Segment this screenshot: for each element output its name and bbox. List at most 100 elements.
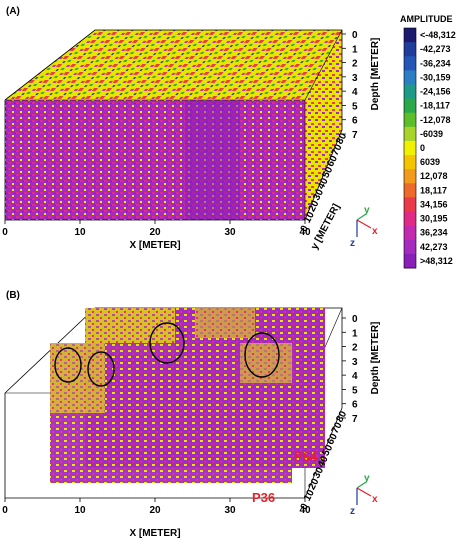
triad-y: y	[364, 205, 370, 216]
colorbar-label: 42,273	[420, 242, 448, 252]
profile-label-p64: P64	[294, 449, 318, 464]
depth-tick-label: 2	[352, 343, 358, 354]
colorbar-label: -30,159	[420, 72, 451, 82]
depth-tick-label: 4	[352, 87, 358, 98]
anomaly-circle	[244, 332, 280, 378]
triad-y: y	[364, 473, 370, 484]
x-tick-label: 20	[149, 227, 161, 238]
block-edge	[304, 29, 343, 101]
colorbar-label: 18,117	[420, 185, 447, 195]
x-tick-label: 0	[2, 227, 8, 238]
colorbar: <-48,312 -42,273 -36,234 -30,159 -24,156 -18,…	[403, 27, 456, 269]
colorbar-label: -24,156	[420, 87, 451, 97]
depth-tick-label: 7	[352, 130, 358, 141]
x-tick-label: 30	[224, 505, 236, 516]
panel-a-figure: (A) 0 10 20 30 40 X [METER] 0102030405060708…	[2, 6, 456, 269]
x-tick-label: 10	[74, 505, 86, 516]
slice-yellow-zone	[195, 308, 255, 338]
colorbar-swatch	[404, 98, 416, 114]
x-axis-ticks: 0 10 20 30 40	[2, 220, 311, 238]
block-top-face	[5, 30, 342, 100]
colorbar-swatch	[404, 112, 416, 128]
colorbar-label: 6039	[420, 157, 440, 167]
triad-z: z	[350, 506, 355, 517]
colorbar-swatch	[404, 28, 416, 43]
panel-b-figure: (B) P64 P36 0 10 20 30 40 X [METER] 01020304…	[2, 290, 381, 539]
colorbar-label: -12,078	[420, 115, 451, 125]
y-tick-label: 0	[299, 501, 312, 511]
colorbar-swatch	[404, 56, 416, 71]
y-tick-label: 50	[320, 165, 335, 180]
depth-axis-ticks: 0 1 2 3 4 5 6 7	[342, 30, 358, 141]
x-tick-label: 10	[74, 227, 86, 238]
depth-axis-label: Depth [METER]	[370, 322, 381, 395]
profile-slice-p36	[50, 343, 292, 483]
panel-a-label: (A)	[6, 6, 20, 17]
orientation-triad: y x z	[350, 205, 378, 249]
colorbar-label: 34,156	[420, 199, 448, 209]
triad-x: x	[372, 226, 378, 237]
colorbar-swatch	[404, 211, 416, 227]
depth-tick-label: 1	[352, 328, 358, 339]
colorbar-swatch	[404, 239, 416, 255]
y-tick-label: 60	[325, 431, 340, 446]
y-tick-label: 20	[307, 476, 322, 491]
panel-b-label: (B)	[6, 290, 20, 301]
colorbar-title: AMPLITUDE	[400, 14, 453, 24]
depth-tick-label: 0	[352, 30, 358, 41]
y-tick-label: 20	[307, 198, 322, 213]
colorbar-label: -42,273	[420, 44, 451, 54]
y-tick-label: 10	[302, 488, 317, 503]
depth-tick-label: 7	[352, 414, 358, 425]
depth-axis-label: Depth [METER]	[370, 38, 381, 111]
y-tick-label: 50	[320, 443, 335, 458]
y-tick-label: 80	[334, 131, 349, 146]
colorbar-swatch	[404, 155, 416, 170]
colorbar-label: 36,234	[420, 228, 448, 238]
anomaly-circle	[54, 347, 82, 383]
y-tick-label: 60	[325, 153, 340, 168]
y-tick-label: 70	[330, 142, 345, 157]
colorbar-swatch	[404, 183, 416, 198]
depth-axis-ticks: 0 1 2 3 4 5 6 7	[342, 314, 358, 425]
x-tick-label: 40	[299, 505, 311, 516]
depth-tick-label: 5	[352, 101, 358, 112]
y-tick-label: 10	[302, 210, 317, 225]
colorbar-label: -36,234	[420, 58, 451, 68]
colorbar-swatch	[404, 197, 416, 213]
triad-z: z	[350, 238, 355, 249]
anomaly-circle	[87, 351, 115, 387]
x-tick-label: 0	[2, 505, 8, 516]
colorbar-swatch	[404, 70, 416, 85]
triad-y-line	[356, 481, 367, 489]
triad-x-line	[356, 219, 372, 229]
colorbar-swatch	[404, 126, 416, 142]
depth-tick-label: 6	[352, 400, 358, 411]
block-front-face	[5, 100, 305, 220]
depth-tick-label: 1	[352, 44, 358, 55]
x-axis-label: X [METER]	[129, 240, 180, 251]
front-face-anomaly	[185, 100, 240, 220]
depth-tick-label: 4	[352, 371, 358, 382]
colorbar-label: -6039	[420, 129, 443, 139]
y-tick-label: 40	[316, 176, 331, 191]
x-axis-label: X [METER]	[129, 528, 180, 539]
y-tick-label: 70	[330, 420, 345, 435]
colorbar-label: 12,078	[420, 171, 448, 181]
colorbar-label: 0	[420, 143, 425, 153]
depth-tick-label: 3	[352, 357, 358, 368]
colorbar-label: <-48,312	[420, 30, 456, 40]
depth-tick-label: 2	[352, 59, 358, 70]
colorbar-frame	[403, 27, 417, 269]
colorbar-label: >48,312	[420, 256, 453, 266]
triad-x: x	[372, 494, 378, 505]
colorbar-label: 30,195	[420, 214, 448, 224]
x-axis-ticks: 0 10 20 30 40	[2, 498, 311, 516]
y-tick-label: 30	[311, 465, 326, 480]
depth-tick-label: 6	[352, 116, 358, 127]
colorbar-swatch	[404, 84, 416, 100]
orientation-triad: y x z	[350, 473, 378, 517]
colorbar-swatch	[404, 140, 416, 156]
triad-x-line	[356, 487, 372, 497]
